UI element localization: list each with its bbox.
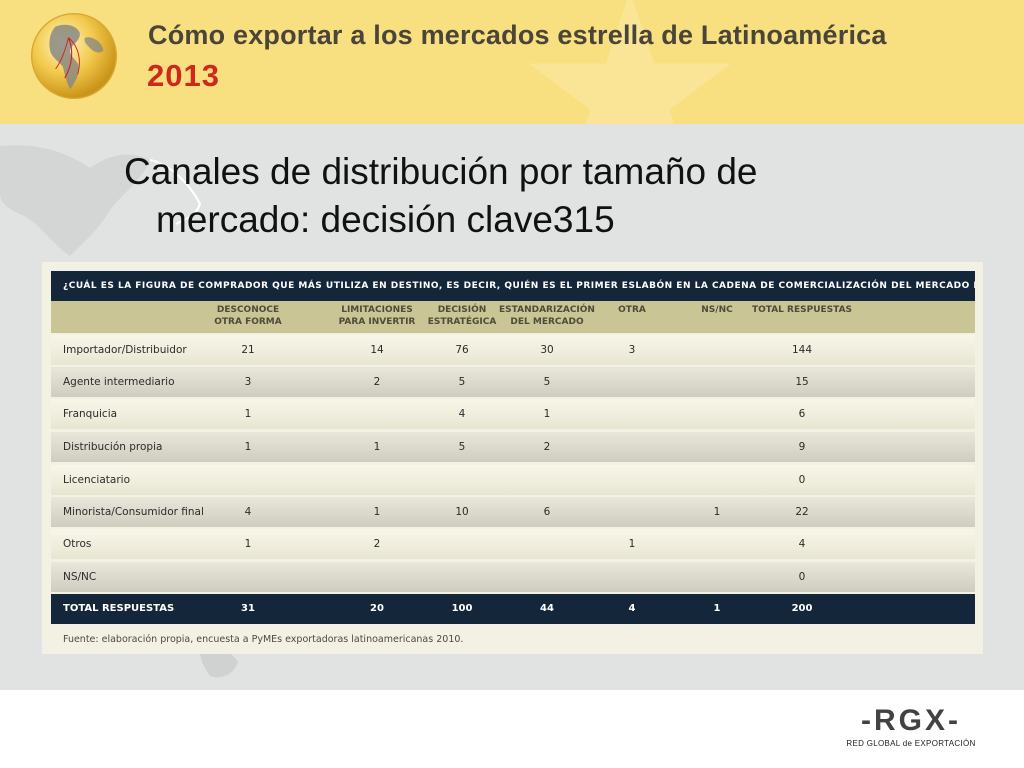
table-cell: 1 (628, 538, 636, 550)
row-label: Franquicia (63, 408, 118, 420)
column-header: ESTANDARIZACIÓN DEL MERCADO (499, 305, 595, 327)
column-header: DECISIÓN ESTRATÉGICA (427, 305, 497, 327)
table-cell: 10 (455, 506, 469, 518)
table-cell: 14 (370, 344, 384, 356)
table-row: Importador/Distribuidor 21 14 76 30 3 144 (51, 335, 975, 365)
total-cell: 100 (451, 603, 473, 614)
column-header: LIMITACIONES PARA INVERTIR (338, 305, 416, 327)
total-label: TOTAL RESPUESTAS (63, 603, 175, 614)
table-question: ¿CUÁL ES LA FIGURA DE COMPRADOR QUE MÁS … (51, 271, 975, 301)
table-row: Distribución propia 1 1 5 2 9 (51, 432, 975, 462)
table-cell: 5 (458, 376, 466, 388)
total-cell: 44 (540, 603, 554, 614)
row-label: Otros (63, 538, 92, 550)
table-cell: 4 (244, 506, 252, 518)
table-cell: 5 (458, 441, 466, 453)
table-cell: 0 (798, 571, 806, 583)
table-cell: 2 (373, 376, 381, 388)
table-cell: 6 (798, 408, 806, 420)
total-cell: 31 (241, 603, 255, 614)
table-cell: 4 (798, 538, 806, 550)
table-cell: 1 (244, 408, 252, 420)
slide-title-line1: Canales de distribución por tamaño de (124, 151, 758, 192)
table-cell: 21 (241, 344, 255, 356)
table-cell: 15 (795, 376, 809, 388)
table-cell: 1 (373, 506, 381, 518)
header-band: Cómo exportar a los mercados estrella de… (0, 0, 1024, 124)
table-cell: 2 (543, 441, 551, 453)
row-label: Distribución propia (63, 441, 163, 453)
logo-tagline: RED GLOBAL de EXPORTACIÓN (846, 739, 976, 748)
header-title: Cómo exportar a los mercados estrella de… (148, 20, 887, 50)
table-row: NS/NC 0 (51, 562, 975, 592)
column-header: OTRA (618, 305, 646, 315)
table-cell: 30 (540, 344, 554, 356)
total-cell: 200 (791, 603, 813, 614)
table-cell: 1 (244, 538, 252, 550)
star-watermark-icon (528, 0, 732, 124)
row-label: Licenciatario (63, 474, 130, 486)
table-cell: 76 (455, 344, 469, 356)
rgx-logo: -RGX- RED GLOBAL de EXPORTACIÓN (830, 702, 992, 752)
table-cell: 1 (543, 408, 551, 420)
globe-logo-icon (30, 12, 118, 100)
table-cell: 2 (373, 538, 381, 550)
column-header: DESCONOCE OTRA FORMA (214, 305, 282, 327)
total-cell: 4 (628, 603, 636, 614)
table-cell: 9 (798, 441, 806, 453)
column-header: NS/NC (701, 305, 733, 315)
table-cell: 3 (628, 344, 636, 356)
table-cell: 1 (713, 506, 721, 518)
table-cell: 5 (543, 376, 551, 388)
table-row: Otros 1 2 1 4 (51, 529, 975, 559)
table-row: Minorista/Consumidor final 4 1 10 6 1 22 (51, 497, 975, 527)
table-total-row: TOTAL RESPUESTAS 31 20 100 44 4 1 200 (51, 594, 975, 624)
table-column-header-row (51, 301, 975, 333)
table-row: Franquicia 1 4 1 6 (51, 399, 975, 429)
header-year: 2013 (147, 58, 220, 93)
total-cell: 20 (370, 603, 384, 614)
table-source-note: Fuente: elaboración propia, encuesta a P… (63, 634, 464, 645)
logo-wordmark: -RGX- (861, 704, 961, 737)
table-cell: 3 (244, 376, 252, 388)
table-row: Agente intermediario 3 2 5 5 15 (51, 367, 975, 397)
table-cell: 144 (791, 344, 813, 356)
table-cell: 0 (798, 474, 806, 486)
table-cell: 4 (458, 408, 466, 420)
table-cell: 22 (795, 506, 809, 518)
row-label: Minorista/Consumidor final (63, 506, 204, 518)
table-cell: 1 (373, 441, 381, 453)
row-label: Importador/Distribuidor (63, 344, 187, 356)
table-cell: 6 (543, 506, 551, 518)
row-label: NS/NC (63, 571, 97, 583)
row-label: Agente intermediario (63, 376, 175, 388)
table-cell: 1 (244, 441, 252, 453)
column-header: TOTAL RESPUESTAS (751, 305, 853, 315)
slide-title: Canales de distribución por tamaño de me… (124, 148, 984, 244)
table-row: Licenciatario 0 (51, 465, 975, 495)
total-cell: 1 (713, 603, 721, 614)
slide-title-line2: mercado: decisión clave315 (156, 199, 615, 240)
